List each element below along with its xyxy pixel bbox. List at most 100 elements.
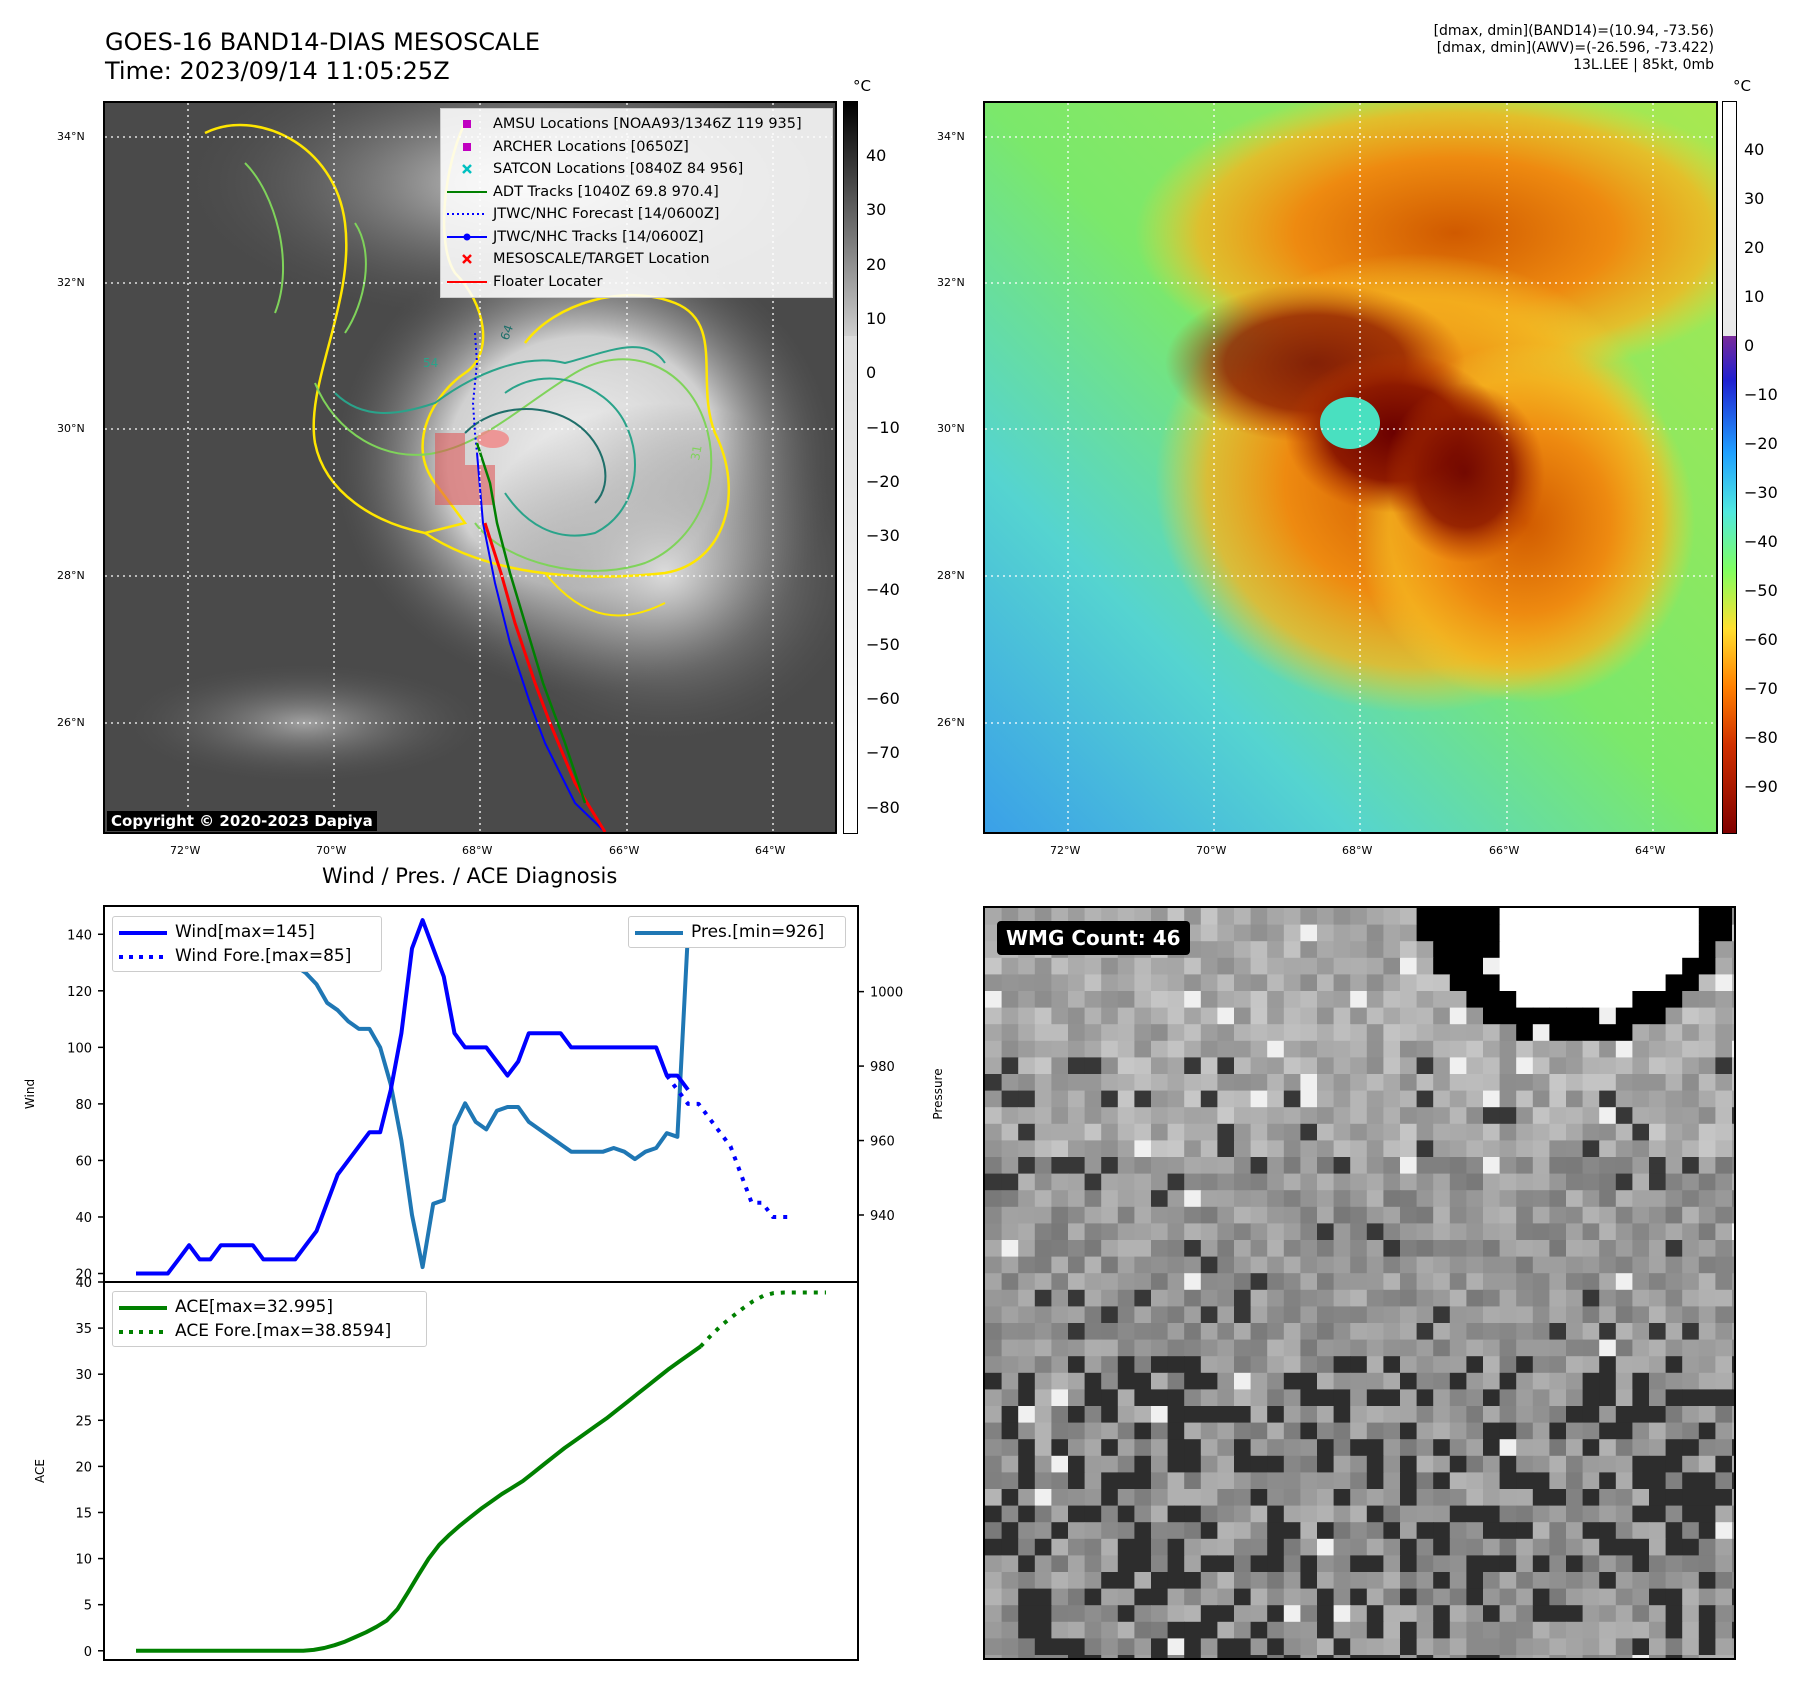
legend-pres-swatch	[635, 925, 683, 939]
ace-ytick-label: 5	[84, 1599, 92, 1614]
map-legend-symbol	[447, 275, 487, 289]
colorbar-tick-label: −20	[1744, 434, 1778, 453]
map-legend: AMSU Locations [NOAA93/1346Z 119 935] ARC…	[440, 108, 833, 298]
wmg-canvas	[985, 908, 1734, 1658]
ace-ytick-label: 15	[75, 1506, 92, 1521]
legend-ace: ACE[max=32.995]	[119, 1295, 420, 1319]
legend-wind-fore: Wind Fore.[max=85]	[119, 944, 375, 968]
legend-wind-label: Wind[max=145]	[175, 922, 315, 942]
colorbar-tick-label: −80	[1744, 728, 1778, 747]
colorbar-tick-label: −70	[1744, 679, 1778, 698]
pres-axis-label: Pressure	[931, 1068, 945, 1119]
gray-colorbar	[843, 101, 858, 834]
wind-ytick-label: 80	[75, 1098, 92, 1113]
map-legend-label: ARCHER Locations [0650Z]	[493, 138, 689, 155]
ace-ytick-label: 35	[75, 1322, 92, 1337]
colorbar-tick-label: −40	[1744, 532, 1778, 551]
dias-map-canvas	[985, 103, 1716, 832]
map-legend-label: ADT Tracks [1040Z 69.8 970.4]	[493, 183, 719, 200]
colorbar-tick-label: 0	[866, 363, 877, 383]
colorbar-tick-label: −70	[866, 743, 900, 763]
wind-legend: Wind[max=145] Wind Fore.[max=85]	[112, 916, 382, 972]
colorbar-tick-label: 30	[866, 200, 887, 220]
wind-ytick-label: 120	[67, 985, 92, 1000]
dias-map-panel	[983, 101, 1718, 834]
wind-ytick-label: 100	[67, 1041, 92, 1056]
wind-line	[136, 918, 690, 1276]
colorbar-tick-label: −10	[1744, 385, 1778, 404]
map-legend-symbol	[447, 207, 487, 221]
color-colorbar	[1722, 101, 1737, 834]
ir-map-lon-label: 72°W	[170, 844, 201, 857]
ace-ytick-label: 0	[84, 1645, 92, 1660]
ir-map-lat-label: 26°N	[57, 716, 85, 729]
legend-ace-label: ACE[max=32.995]	[175, 1297, 333, 1317]
pres-ytick-label: 940	[870, 1209, 895, 1224]
stats-header: [dmax, dmin](BAND14)=(10.94, -73.56) [dm…	[1434, 23, 1714, 74]
ace-line	[136, 1344, 702, 1653]
colorbar-tick-label: 30	[1744, 189, 1765, 208]
map-legend-item: JTWC/NHC Tracks [14/0600Z]	[447, 226, 826, 249]
ace-forecast-line	[699, 1290, 826, 1348]
ir-map-lon-label: 64°W	[755, 844, 786, 857]
colorbar-tick-label: 20	[866, 254, 887, 274]
ace-legend: ACE[max=32.995] ACE Fore.[max=38.8594]	[112, 1291, 427, 1347]
dias-map-lon-label: 68°W	[1342, 844, 1373, 857]
copyright-badge: Copyright © 2020-2023 Dapiya	[107, 811, 377, 831]
wind-axis-label: Wind	[23, 1079, 37, 1109]
colorbar-tick-label: 40	[866, 146, 887, 165]
pres-ytick-label: 980	[870, 1060, 895, 1075]
wmg-panel: WMG Count: 46	[983, 906, 1736, 1660]
colorbar-tick-label: −50	[866, 634, 900, 654]
contour-label-54: 54	[423, 356, 438, 370]
ir-map-lat-label: 30°N	[57, 422, 85, 435]
colorbar-tick-label: 10	[866, 308, 887, 328]
legend-ace-fore: ACE Fore.[max=38.8594]	[119, 1319, 420, 1343]
colorbar-tick-label: 40	[1744, 140, 1765, 159]
dias-map-lat-label: 28°N	[937, 569, 965, 582]
legend-wind-fore-label: Wind Fore.[max=85]	[175, 946, 352, 966]
dias-map-lat-label: 26°N	[937, 716, 965, 729]
legend-wind-fore-swatch	[119, 949, 167, 963]
colorbar-tick-label: −80	[866, 797, 900, 817]
chart-title: GOES-16 BAND14-DIAS MESOSCALE Time: 2023…	[105, 28, 540, 86]
map-legend-item: ADT Tracks [1040Z 69.8 970.4]	[447, 181, 826, 204]
map-legend-label: Floater Locater	[493, 273, 603, 290]
colorbar-tick-label: −60	[1744, 630, 1778, 649]
map-legend-label: AMSU Locations [NOAA93/1346Z 119 935]	[493, 116, 802, 133]
map-legend-label: JTWC/NHC Tracks [14/0600Z]	[493, 228, 704, 245]
legend-wind-swatch	[119, 925, 167, 939]
ir-map-lon-label: 70°W	[316, 844, 347, 857]
stats-line-3: 13L.LEE | 85kt, 0mb	[1573, 57, 1714, 73]
colorbar-tick-label: −10	[866, 417, 900, 437]
map-legend-symbol	[447, 162, 487, 176]
dias-map-lon-label: 72°W	[1050, 844, 1081, 857]
map-legend-label: SATCON Locations [0840Z 84 956]	[493, 161, 744, 178]
pres-legend: Pres.[min=926]	[628, 916, 846, 948]
dias-map-lon-label: 64°W	[1635, 844, 1666, 857]
pres-ytick-label: 960	[870, 1135, 895, 1150]
title-line-1: GOES-16 BAND14-DIAS MESOSCALE	[105, 28, 541, 56]
ir-map-lat-label: 34°N	[57, 130, 85, 143]
wind-ytick-label: 40	[75, 1211, 92, 1226]
ace-axes-frame	[103, 1281, 859, 1661]
legend-ace-fore-label: ACE Fore.[max=38.8594]	[175, 1321, 392, 1341]
colorbar-tick-label: −20	[866, 471, 900, 491]
contour-label-31: 31	[688, 444, 704, 461]
colorbar-tick-label: −60	[866, 689, 900, 708]
ir-map-lon-label: 68°W	[462, 844, 493, 857]
map-legend-symbol	[447, 252, 487, 266]
colorbar-tick-label: 10	[1744, 287, 1765, 306]
diag-title: Wind / Pres. / ACE Diagnosis	[322, 864, 618, 888]
ace-ytick-label: 10	[75, 1553, 92, 1568]
map-legend-symbol	[447, 117, 487, 131]
stats-line-2: [dmax, dmin](AWV)=(-26.596, -73.422)	[1436, 40, 1714, 56]
wmg-count-badge: WMG Count: 46	[997, 921, 1190, 955]
colorbar-tick-label: −30	[1744, 483, 1778, 502]
legend-wind: Wind[max=145]	[119, 920, 375, 944]
color-colorbar-unit: °C	[1733, 77, 1751, 95]
ir-map-lon-label: 66°W	[609, 844, 640, 857]
map-legend-label: JTWC/NHC Forecast [14/0600Z]	[493, 206, 720, 223]
legend-ace-swatch	[119, 1300, 167, 1314]
